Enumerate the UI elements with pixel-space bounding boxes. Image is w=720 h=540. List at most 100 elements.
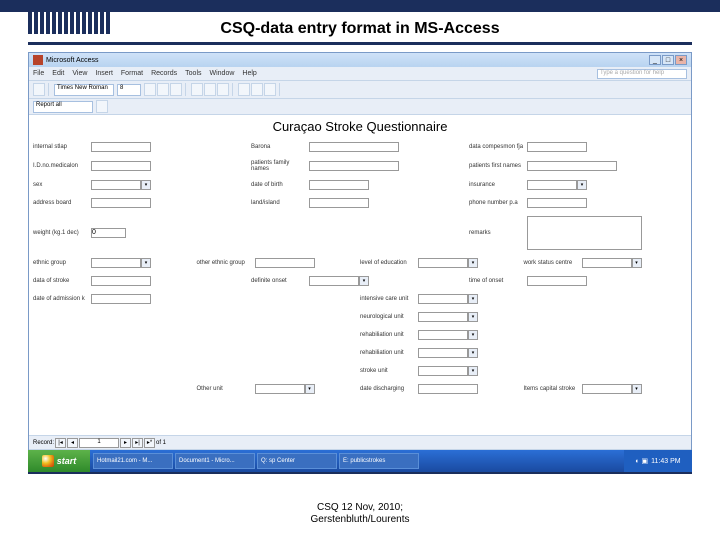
text-input[interactable] bbox=[418, 384, 478, 394]
titlebar: Microsoft Access _ □ × bbox=[29, 53, 691, 67]
windows-logo-icon bbox=[42, 455, 54, 467]
combo-box[interactable] bbox=[418, 348, 468, 358]
chevron-down-icon[interactable]: ▾ bbox=[468, 330, 478, 340]
align-center-button[interactable] bbox=[204, 83, 216, 96]
form-cell: date of admission k bbox=[33, 294, 360, 304]
field-label: data compesmon fja bbox=[469, 144, 524, 150]
menu-tools[interactable]: Tools bbox=[185, 70, 201, 77]
form-cell: insurance▾ bbox=[469, 180, 687, 190]
combo-box[interactable] bbox=[418, 258, 468, 268]
chevron-down-icon[interactable]: ▾ bbox=[141, 180, 151, 190]
text-input[interactable] bbox=[91, 294, 151, 304]
maximize-button[interactable]: □ bbox=[662, 55, 674, 65]
text-input[interactable] bbox=[91, 142, 151, 152]
last-record-button[interactable]: ▸| bbox=[132, 438, 143, 448]
form-cell: Barona bbox=[251, 142, 469, 152]
start-button[interactable]: start bbox=[28, 450, 90, 472]
combo-box[interactable] bbox=[255, 384, 305, 394]
combo-box[interactable] bbox=[418, 330, 468, 340]
chevron-down-icon[interactable]: ▾ bbox=[468, 258, 478, 268]
combo-box[interactable] bbox=[309, 276, 359, 286]
align-right-button[interactable] bbox=[217, 83, 229, 96]
system-tray[interactable]: ◐ ▣ 11:43 PM bbox=[624, 450, 692, 472]
prev-record-button[interactable]: ◂ bbox=[67, 438, 78, 448]
record-total: of 1 bbox=[156, 440, 166, 446]
font-name-select[interactable]: Times New Roman bbox=[54, 84, 114, 96]
menu-view[interactable]: View bbox=[72, 70, 87, 77]
text-input[interactable] bbox=[91, 161, 151, 171]
text-input[interactable] bbox=[309, 180, 369, 190]
text-input[interactable] bbox=[527, 142, 587, 152]
combo-box[interactable] bbox=[418, 366, 468, 376]
field-label: ethnic group bbox=[33, 260, 88, 266]
menu-records[interactable]: Records bbox=[151, 70, 177, 77]
chevron-down-icon[interactable]: ▾ bbox=[305, 384, 315, 394]
object-select[interactable]: Report all bbox=[33, 101, 93, 113]
first-record-button[interactable]: |◂ bbox=[55, 438, 66, 448]
minimize-button[interactable]: _ bbox=[649, 55, 661, 65]
form-cell bbox=[33, 366, 360, 376]
view-button[interactable] bbox=[33, 83, 45, 96]
text-input[interactable]: 0 bbox=[91, 228, 126, 238]
text-input[interactable] bbox=[91, 198, 151, 208]
combo-box[interactable] bbox=[418, 294, 468, 304]
new-record-button[interactable]: ▸* bbox=[144, 438, 155, 448]
taskbar-item-3[interactable]: E: publicstrokes bbox=[339, 453, 419, 469]
underline-button[interactable] bbox=[170, 83, 182, 96]
chevron-down-icon[interactable]: ▾ bbox=[632, 384, 642, 394]
chevron-down-icon[interactable]: ▾ bbox=[632, 258, 642, 268]
form-cell: patients family names bbox=[251, 160, 469, 172]
italic-button[interactable] bbox=[157, 83, 169, 96]
menu-format[interactable]: Format bbox=[121, 70, 143, 77]
chevron-down-icon[interactable]: ▾ bbox=[359, 276, 369, 286]
menu-insert[interactable]: Insert bbox=[95, 70, 113, 77]
text-input[interactable] bbox=[255, 258, 315, 268]
help-search-box[interactable]: Type a question for help bbox=[597, 69, 687, 79]
font-color-button[interactable] bbox=[251, 83, 263, 96]
toolbar-dropdown-icon[interactable] bbox=[96, 100, 108, 113]
menu-window[interactable]: Window bbox=[210, 70, 235, 77]
line-color-button[interactable] bbox=[264, 83, 276, 96]
memo-field[interactable] bbox=[527, 216, 642, 250]
text-input[interactable] bbox=[309, 198, 369, 208]
text-input[interactable] bbox=[527, 276, 587, 286]
bold-button[interactable] bbox=[144, 83, 156, 96]
next-record-button[interactable]: ▸ bbox=[120, 438, 131, 448]
combo-box[interactable] bbox=[582, 384, 632, 394]
chevron-down-icon[interactable]: ▾ bbox=[468, 312, 478, 322]
combo-box[interactable] bbox=[527, 180, 577, 190]
combo-box[interactable] bbox=[91, 180, 141, 190]
menu-file[interactable]: File bbox=[33, 70, 44, 77]
taskbar-item-0[interactable]: Hotmail21.com - M... bbox=[93, 453, 173, 469]
combo-box[interactable] bbox=[91, 258, 141, 268]
align-left-button[interactable] bbox=[191, 83, 203, 96]
chevron-down-icon[interactable]: ▾ bbox=[577, 180, 587, 190]
menu-edit[interactable]: Edit bbox=[52, 70, 64, 77]
taskbar-item-1[interactable]: Document1 - Micro... bbox=[175, 453, 255, 469]
fill-color-button[interactable] bbox=[238, 83, 250, 96]
chevron-down-icon[interactable]: ▾ bbox=[141, 258, 151, 268]
text-input[interactable] bbox=[527, 198, 587, 208]
form-cell: date of birth bbox=[251, 180, 469, 190]
chevron-down-icon[interactable]: ▾ bbox=[468, 366, 478, 376]
text-input[interactable] bbox=[309, 161, 399, 171]
clock: 11:43 PM bbox=[651, 458, 680, 465]
footer-line1: CSQ 12 Nov, 2010; bbox=[0, 502, 720, 514]
record-counter[interactable]: 1 bbox=[79, 438, 119, 448]
text-input[interactable] bbox=[527, 161, 617, 171]
close-button[interactable]: × bbox=[675, 55, 687, 65]
text-input[interactable] bbox=[309, 142, 399, 152]
form-cell: Items capital stroke▾ bbox=[524, 384, 688, 394]
taskbar-item-2[interactable]: Q: sp Center bbox=[257, 453, 337, 469]
form-cell: patients first names bbox=[469, 160, 687, 172]
slide-title: CSQ-data entry format in MS-Access bbox=[0, 20, 720, 38]
chevron-down-icon[interactable]: ▾ bbox=[468, 348, 478, 358]
bottom-underline bbox=[28, 472, 692, 474]
font-size-select[interactable]: 8 bbox=[117, 84, 141, 96]
chevron-down-icon[interactable]: ▾ bbox=[468, 294, 478, 304]
combo-box[interactable] bbox=[582, 258, 632, 268]
menu-help[interactable]: Help bbox=[242, 70, 256, 77]
text-input[interactable] bbox=[91, 276, 151, 286]
combo-box[interactable] bbox=[418, 312, 468, 322]
form-cell: date discharging bbox=[360, 384, 524, 394]
